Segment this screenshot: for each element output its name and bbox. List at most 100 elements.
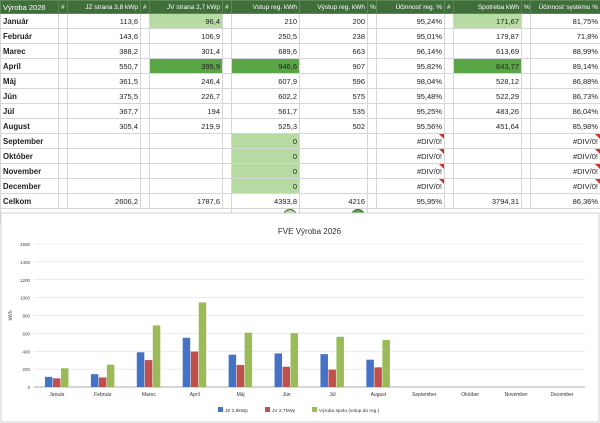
- empty-cell[interactable]: [140, 43, 150, 59]
- system-cell[interactable]: 81,75%: [530, 13, 600, 29]
- jv-cell[interactable]: 219,9: [149, 118, 223, 134]
- empty-cell[interactable]: [444, 103, 454, 119]
- jv-cell[interactable]: 301,4: [149, 43, 223, 59]
- spotreba-cell[interactable]: [453, 163, 522, 179]
- vstup-cell[interactable]: 689,6: [231, 43, 300, 59]
- vystup-cell[interactable]: 535: [299, 103, 368, 119]
- vystup-cell[interactable]: 200: [299, 13, 368, 29]
- total-vstup[interactable]: 4393,8: [231, 193, 300, 209]
- empty-cell[interactable]: [367, 58, 377, 74]
- jv-cell[interactable]: 194: [149, 103, 223, 119]
- month-cell[interactable]: Október: [0, 148, 59, 164]
- empty-cell[interactable]: [444, 163, 454, 179]
- spotreba-cell[interactable]: 451,64: [453, 118, 522, 134]
- ucinnost-cell[interactable]: 95,01%: [376, 28, 445, 44]
- empty-cell[interactable]: [222, 103, 232, 119]
- empty-cell[interactable]: [58, 148, 68, 164]
- system-cell[interactable]: 88,99%: [530, 43, 600, 59]
- empty-cell[interactable]: [140, 148, 150, 164]
- vystup-cell[interactable]: [299, 133, 368, 149]
- empty-cell[interactable]: [140, 88, 150, 104]
- header-spotreba[interactable]: Spotreba kWh: [453, 0, 522, 14]
- jv-cell[interactable]: 96,4: [149, 13, 223, 29]
- empty-cell[interactable]: [58, 118, 68, 134]
- empty-cell[interactable]: [222, 118, 232, 134]
- empty-cell[interactable]: [521, 193, 531, 209]
- empty-cell[interactable]: [444, 43, 454, 59]
- jv-cell[interactable]: 246,4: [149, 73, 223, 89]
- vstup-cell[interactable]: 0: [231, 148, 300, 164]
- system-cell[interactable]: 71,8%: [530, 28, 600, 44]
- ucinnost-cell[interactable]: #DIV/0!: [376, 133, 445, 149]
- empty-cell[interactable]: [58, 28, 68, 44]
- empty-cell[interactable]: [444, 88, 454, 104]
- system-cell[interactable]: 89,14%: [530, 58, 600, 74]
- header-hash[interactable]: #: [140, 0, 150, 14]
- ucinnost-cell[interactable]: #DIV/0!: [376, 148, 445, 164]
- empty-cell[interactable]: [140, 28, 150, 44]
- jz-cell[interactable]: 361,5: [67, 73, 141, 89]
- ucinnost-cell[interactable]: 95,24%: [376, 13, 445, 29]
- header-vystup[interactable]: Výstup reg. kWh: [299, 0, 368, 14]
- vstup-cell[interactable]: 525,3: [231, 118, 300, 134]
- empty-cell[interactable]: [367, 133, 377, 149]
- jz-cell[interactable]: 388,2: [67, 43, 141, 59]
- empty-cell[interactable]: [222, 58, 232, 74]
- month-cell[interactable]: Jún: [0, 88, 59, 104]
- total-spotreba[interactable]: 3794,31: [453, 193, 522, 209]
- empty-cell[interactable]: [367, 103, 377, 119]
- empty-cell[interactable]: [222, 13, 232, 29]
- jv-cell[interactable]: [149, 163, 223, 179]
- empty-cell[interactable]: [222, 43, 232, 59]
- empty-cell[interactable]: [58, 133, 68, 149]
- spotreba-cell[interactable]: 528,12: [453, 73, 522, 89]
- total-jv[interactable]: 1787,6: [149, 193, 223, 209]
- empty-cell[interactable]: [140, 118, 150, 134]
- system-cell[interactable]: 85,98%: [530, 118, 600, 134]
- month-cell[interactable]: Júl: [0, 103, 59, 119]
- month-cell[interactable]: November: [0, 163, 59, 179]
- jz-cell[interactable]: [67, 163, 141, 179]
- empty-cell[interactable]: [521, 163, 531, 179]
- spotreba-cell[interactable]: [453, 178, 522, 194]
- header-hash[interactable]: #: [58, 0, 68, 14]
- empty-cell[interactable]: [367, 193, 377, 209]
- empty-cell[interactable]: [140, 133, 150, 149]
- empty-cell[interactable]: [58, 73, 68, 89]
- vystup-cell[interactable]: 238: [299, 28, 368, 44]
- empty-cell[interactable]: [444, 73, 454, 89]
- empty-cell[interactable]: [58, 178, 68, 194]
- jz-cell[interactable]: 143,6: [67, 28, 141, 44]
- empty-cell[interactable]: [444, 28, 454, 44]
- empty-cell[interactable]: [140, 103, 150, 119]
- header-ucinnost-reg[interactable]: Účinnosť reg. %: [376, 0, 445, 14]
- empty-cell[interactable]: [367, 163, 377, 179]
- vystup-cell[interactable]: 596: [299, 73, 368, 89]
- jz-cell[interactable]: 375,5: [67, 88, 141, 104]
- empty-cell[interactable]: [521, 13, 531, 29]
- vstup-cell[interactable]: 0: [231, 133, 300, 149]
- vystup-cell[interactable]: 663: [299, 43, 368, 59]
- month-cell[interactable]: September: [0, 133, 59, 149]
- header-percent[interactable]: %: [521, 0, 531, 14]
- empty-cell[interactable]: [367, 73, 377, 89]
- month-cell[interactable]: Máj: [0, 73, 59, 89]
- ucinnost-cell[interactable]: 95,25%: [376, 103, 445, 119]
- empty-cell[interactable]: [521, 88, 531, 104]
- spotreba-cell[interactable]: 613,69: [453, 43, 522, 59]
- empty-cell[interactable]: [58, 163, 68, 179]
- jv-cell[interactable]: 395,9: [149, 58, 223, 74]
- ucinnost-cell[interactable]: 98,04%: [376, 73, 445, 89]
- jz-cell[interactable]: 367,7: [67, 103, 141, 119]
- empty-cell[interactable]: [367, 43, 377, 59]
- vystup-cell[interactable]: 575: [299, 88, 368, 104]
- spotreba-cell[interactable]: 179,87: [453, 28, 522, 44]
- empty-cell[interactable]: [367, 28, 377, 44]
- empty-cell[interactable]: [521, 133, 531, 149]
- empty-cell[interactable]: [140, 163, 150, 179]
- empty-cell[interactable]: [58, 103, 68, 119]
- header-vstup[interactable]: Vstup reg. kWh: [231, 0, 300, 14]
- total-system[interactable]: 86,36%: [530, 193, 600, 209]
- spotreba-cell[interactable]: 522,29: [453, 88, 522, 104]
- month-cell[interactable]: Marec: [0, 43, 59, 59]
